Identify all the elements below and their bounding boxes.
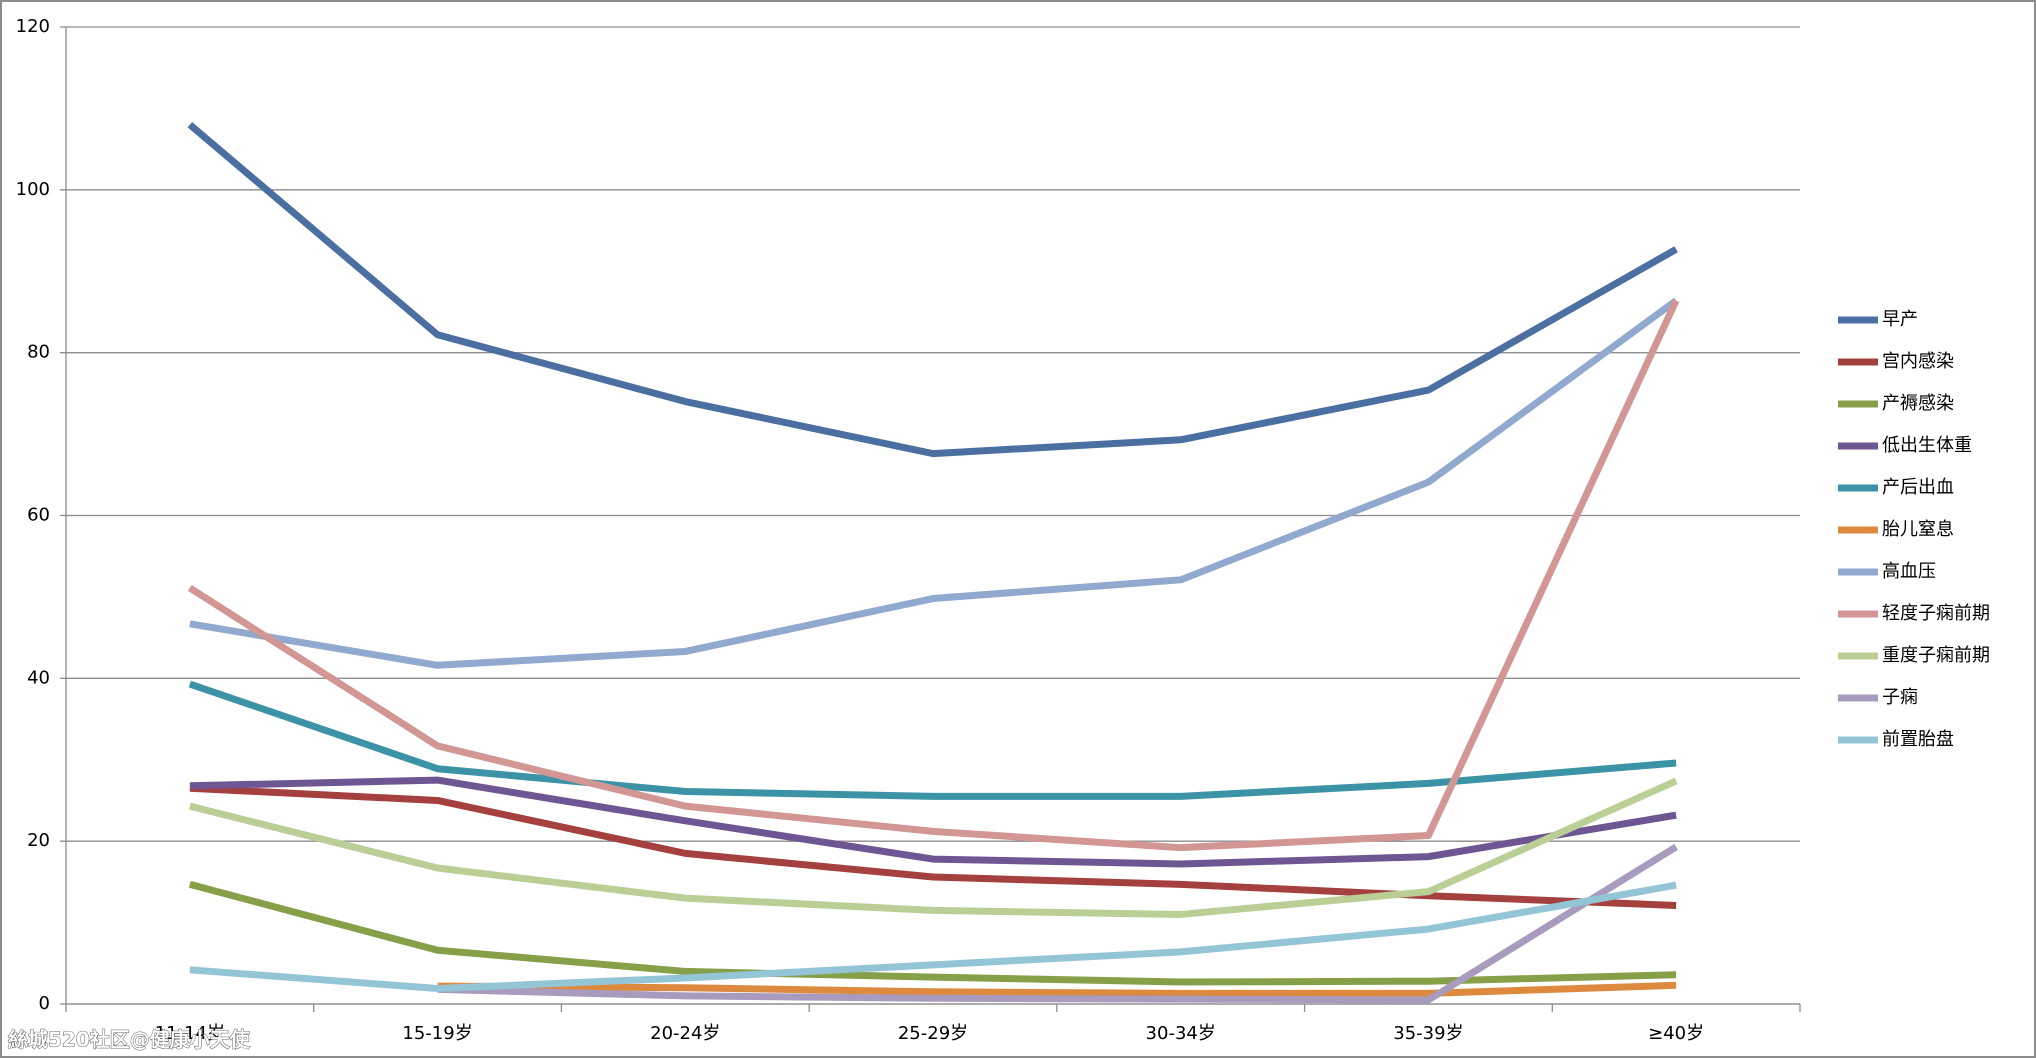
legend-label: 高血压 xyxy=(1882,561,1936,582)
x-tick-label: 20-24岁 xyxy=(650,1023,720,1044)
series-line xyxy=(187,122,1678,458)
series-line xyxy=(189,784,1677,909)
y-tick-label: 80 xyxy=(27,342,50,363)
x-tick-label: 11-14岁 xyxy=(155,1023,225,1044)
legend-label: 子痫 xyxy=(1882,687,1918,708)
watermark: 絲城520社区@健康小天使 xyxy=(8,1028,251,1052)
series-line xyxy=(189,881,1677,993)
series-line xyxy=(437,843,1678,1004)
series-line xyxy=(437,981,1677,997)
legend-label: 胎儿窒息 xyxy=(1882,519,1954,540)
legend-label: 宫内感染 xyxy=(1882,351,1954,372)
x-tick-label: 35-39岁 xyxy=(1393,1023,1463,1044)
y-tick-label: 20 xyxy=(27,830,50,851)
legend-label: 产褥感染 xyxy=(1882,393,1954,414)
legend-label: 前置胎盘 xyxy=(1882,729,1954,750)
x-tick-label: 30-34岁 xyxy=(1146,1023,1216,1044)
x-tick-label: 15-19岁 xyxy=(402,1023,472,1044)
y-tick-label: 60 xyxy=(27,505,50,526)
x-tick-label: 25-29岁 xyxy=(898,1023,968,1044)
x-tick-label: ≥40岁 xyxy=(1648,1023,1704,1044)
series-line xyxy=(188,680,1677,800)
legend-label: 重度子痫前期 xyxy=(1882,645,1990,666)
legend-label: 早产 xyxy=(1882,309,1918,330)
y-tick-label: 40 xyxy=(27,667,50,688)
series-line xyxy=(189,776,1677,868)
y-tick-label: 120 xyxy=(16,16,50,37)
series-line xyxy=(189,297,1679,669)
y-tick-label: 0 xyxy=(39,993,50,1014)
series-line xyxy=(187,299,1680,852)
series-line xyxy=(188,880,1677,986)
y-tick-label: 100 xyxy=(16,179,50,200)
legend-label: 产后出血 xyxy=(1882,477,1954,498)
legend-label: 轻度子痫前期 xyxy=(1882,603,1990,624)
legend-label: 低出生体重 xyxy=(1882,435,1972,456)
series-line xyxy=(189,777,1678,918)
